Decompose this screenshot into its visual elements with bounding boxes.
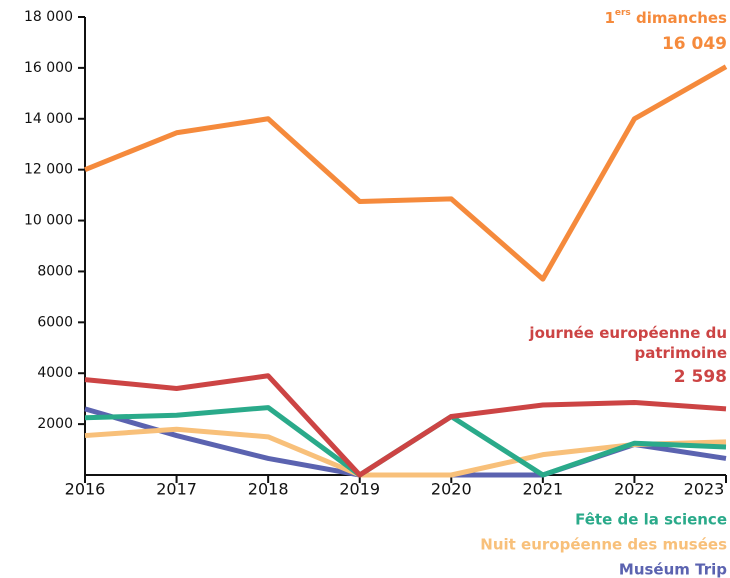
y-tick-label: 14 000 [24, 111, 73, 127]
x-tick-label: 2022 [614, 480, 655, 499]
y-tick-label: 8000 [37, 263, 73, 279]
series-line [84, 64, 728, 282]
series-line [84, 406, 727, 478]
label-line: journée européenne du [528, 324, 727, 342]
x-tick-label: 2017 [156, 480, 197, 499]
legend-label: Muséum Trip [619, 561, 727, 578]
legend-label: Nuit européenne des musées [480, 536, 727, 554]
x-tick-label: 2016 [65, 480, 106, 499]
label-line: patrimoine [635, 344, 728, 362]
y-tick-label: 16 000 [24, 60, 73, 76]
x-tick-label: 2020 [431, 480, 472, 499]
x-tick-label: 2018 [248, 480, 289, 499]
value-label: 16 049 [662, 34, 727, 54]
y-tick-label: 12 000 [24, 162, 73, 178]
y-tick-label: 6000 [37, 314, 73, 330]
x-tick-label: 2019 [339, 480, 380, 499]
series-label: journée européenne du patrimoine [528, 324, 727, 362]
value-label: 2 598 [674, 367, 727, 387]
x-tick-label: 2023 [684, 480, 725, 499]
series-label: 1ers dimanches [604, 8, 727, 27]
series-line [84, 405, 727, 478]
y-tick-label: 10 000 [24, 213, 73, 229]
y-tick-label: 4000 [37, 365, 73, 381]
label-part: dimanches [631, 9, 727, 27]
series-line [84, 373, 727, 478]
label-sup: ers [615, 8, 631, 18]
y-tick-label: 18 000 [24, 9, 73, 25]
y-tick-label: 2000 [37, 416, 73, 432]
x-tick-label: 2021 [522, 480, 563, 499]
label-part: 1 [604, 9, 614, 27]
legend-label: Fête de la science [575, 511, 727, 529]
